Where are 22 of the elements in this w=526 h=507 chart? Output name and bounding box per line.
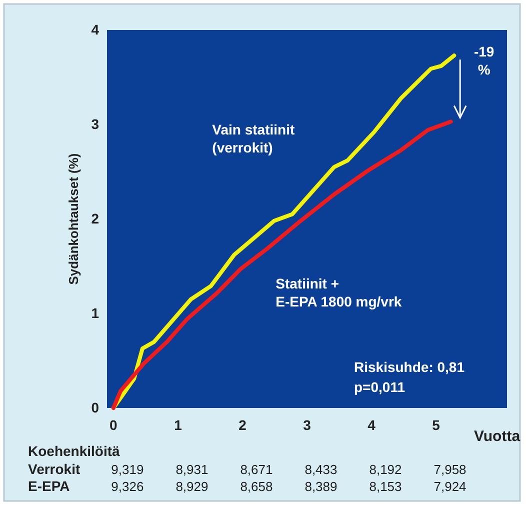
x-tick-label: 3 (303, 416, 312, 433)
y-tick-label: 3 (91, 116, 100, 132)
x-tick-label: 0 (110, 416, 118, 433)
text: 9,326 8,929 8,658 8,389 8,153 7,924 (111, 479, 466, 494)
y-tick-label: 1 (91, 304, 100, 321)
annotation: Riskisuhde: 0,81 p=0,011 (354, 359, 465, 395)
x-tick-label: 1 (174, 416, 182, 433)
text: 9,319 8,931 8,671 8,433 8,192 7,958 (111, 462, 466, 477)
annotation: -19 % (474, 44, 494, 78)
x-axis-title: Vuotta (474, 428, 521, 445)
y-tick-label: 2 (91, 210, 100, 226)
x-tick-label: 2 (238, 416, 247, 433)
y-tick-label: 4 (91, 21, 100, 38)
x-tick-label: 4 (368, 416, 376, 433)
series-label: Statiinit + E-EPA 1800 mg/vrk (276, 275, 402, 310)
y-axis-title: Sydänkohtaukset (%) (66, 153, 81, 285)
text: Vain statiinit (verrokit) (212, 121, 295, 156)
text: Koehenkilöitä (28, 443, 120, 459)
x-tick-label: 5 (432, 416, 440, 433)
text: E-EPA (28, 478, 70, 494)
text: Verrokit (28, 461, 80, 477)
y-tick-label: 0 (91, 399, 100, 416)
